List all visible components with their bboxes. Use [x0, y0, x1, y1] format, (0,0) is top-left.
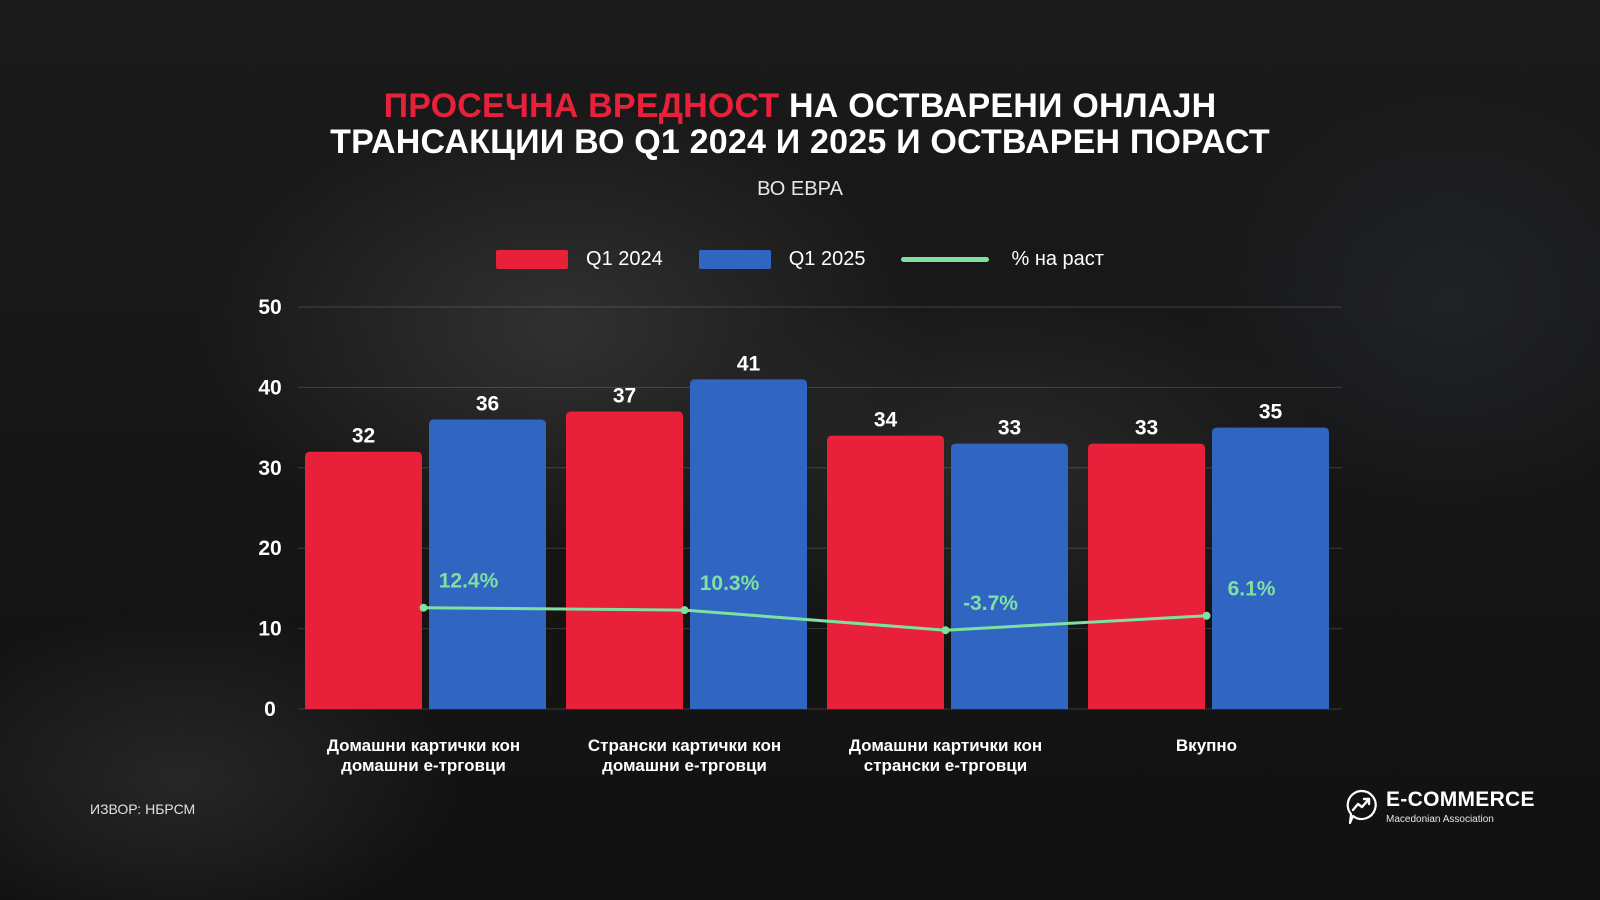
bar-value-label: 33 [1135, 417, 1158, 440]
legend-swatch-q1-2024 [496, 250, 569, 269]
growth-point [1202, 611, 1211, 620]
y-tick-label: 0 [264, 698, 276, 721]
growth-label: 6.1% [1228, 578, 1276, 601]
legend-item-q1-2025: Q1 2025 [698, 248, 866, 271]
title-line1: НА ОСТВАРЕНИ ОНЛАЈН [779, 87, 1217, 125]
legend-swatch-q1-2025 [698, 250, 771, 269]
logo: E-COMMERCE Macedonian Association [1344, 788, 1535, 832]
bar-q1-2025 [690, 379, 807, 709]
title-line2: ТРАНСАКЦИИ ВО Q1 2024 И 2025 И ОСТВАРЕН … [330, 123, 1270, 161]
title-highlight: ПРОСЕЧНА ВРЕДНОСТ [383, 87, 780, 125]
bar-value-label: 32 [352, 425, 375, 448]
bar-q1-2025 [951, 443, 1068, 709]
growth-point [419, 603, 428, 612]
bar-value-label: 36 [476, 393, 499, 416]
bar-q1-2024 [566, 411, 683, 709]
category-label: Вкупно [1176, 736, 1237, 755]
y-tick-label: 30 [258, 457, 281, 480]
growth-label: -3.7% [963, 592, 1018, 615]
logo-subtitle: Macedonian Association [1386, 814, 1494, 825]
category-label: домашни е-трговци [602, 756, 767, 775]
legend-item-q1-2024: Q1 2024 [496, 248, 663, 271]
growth-label: 12.4% [439, 570, 499, 593]
bar-value-label: 35 [1259, 401, 1283, 424]
bar-value-label: 33 [998, 417, 1021, 440]
trend-up-chat-icon [1346, 789, 1377, 825]
legend-label-q1-2024: Q1 2024 [586, 248, 663, 270]
chart-title: ПРОСЕЧНА ВРЕДНОСТ НА ОСТВАРЕНИ ОНЛАЈН ТР… [0, 88, 1600, 160]
legend-item-growth: % на раст [901, 248, 1104, 271]
chart-subtitle: ВО ЕВРА [757, 178, 843, 200]
source-note: ИЗВОР: НБРСМ [90, 801, 196, 817]
growth-label: 10.3% [700, 572, 760, 595]
bar-value-label: 37 [613, 385, 636, 408]
y-tick-label: 10 [258, 618, 281, 641]
legend-label-q1-2025: Q1 2025 [788, 248, 866, 270]
growth-line [423, 606, 1207, 632]
category-label: Домашни картички кон [327, 736, 520, 755]
category-label: домашни е-трговци [341, 756, 506, 775]
legend: Q1 2024 Q1 2025 % на раст [0, 248, 1600, 271]
y-tick-label: 20 [258, 537, 281, 560]
category-label: Странски картички кон [588, 736, 781, 755]
logo-name: E-COMMERCE [1386, 788, 1535, 811]
bar-q1-2024 [1088, 443, 1205, 709]
growth-point [941, 626, 950, 635]
legend-swatch-growth [901, 257, 990, 262]
bar-q1-2025 [429, 419, 546, 709]
category-label: странски е-трговци [864, 756, 1027, 775]
bar-q1-2025 [1212, 427, 1329, 709]
growth-point [680, 606, 689, 615]
bar-value-label: 41 [737, 352, 761, 375]
y-tick-label: 50 [258, 296, 281, 319]
bar-q1-2024 [305, 451, 422, 709]
category-label: Домашни картички кон [849, 736, 1042, 755]
bar-q1-2024 [827, 435, 944, 709]
legend-label-growth: % на раст [1011, 248, 1104, 270]
y-tick-label: 40 [258, 376, 281, 399]
bar-value-label: 34 [874, 409, 898, 432]
